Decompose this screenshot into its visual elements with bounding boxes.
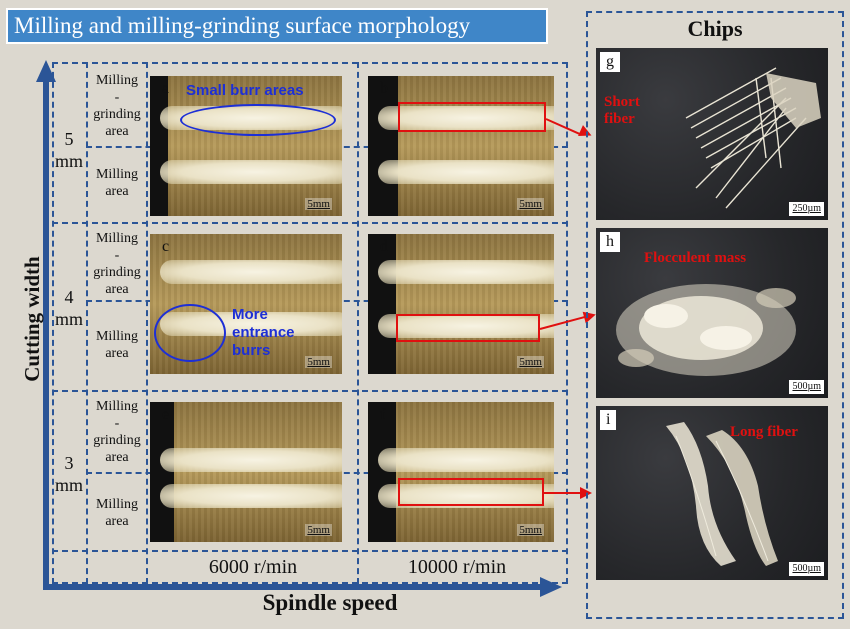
scale-bar-label: 5mm — [517, 356, 544, 368]
y-axis-line — [43, 80, 49, 590]
fiber-band — [160, 260, 342, 284]
grid-row-divider-3 — [52, 550, 568, 552]
micrograph-panel-b: b 5mm — [368, 76, 554, 216]
chip-panel-h: h Flocculent mass 500µm — [596, 228, 828, 398]
chip-label-long-fiber: Long fiber — [730, 424, 798, 440]
long-fiber-illustration — [666, 422, 778, 566]
scale-bar-label: 5mm — [517, 524, 544, 536]
scale-bar-label: 5mm — [517, 198, 544, 210]
fiber-band — [378, 106, 554, 130]
grid-row-divider-2 — [52, 390, 568, 392]
area-label-milling-grinding-r1: Milling - grinding area — [93, 73, 141, 139]
panel-letter: f — [380, 406, 386, 423]
grid-divider-speed-col — [357, 62, 359, 584]
highlight-rect-b — [398, 102, 546, 132]
entrance-burr-ellipse — [154, 304, 226, 362]
micrograph-panel-f: f 5mm — [368, 402, 554, 542]
fiber-band — [378, 160, 554, 184]
grid-frame — [52, 62, 568, 584]
panel-letter: e — [162, 406, 170, 423]
chip-label-flocculent-mass: Flocculent mass — [644, 250, 747, 266]
area-label-milling-r2: Milling area — [95, 329, 138, 361]
area-label-milling-r3: Milling area — [95, 497, 138, 529]
scale-bar-label: 5mm — [305, 356, 332, 368]
y-axis-label: Cutting width — [20, 256, 44, 382]
grid-row-divider-1 — [52, 222, 568, 224]
scale-bar-label: 5mm — [305, 524, 332, 536]
panel-letter: h — [600, 232, 620, 252]
chips-frame — [586, 11, 844, 619]
flocculent-mass-illustration — [616, 284, 796, 376]
micrograph-panel-d: d 5mm — [368, 234, 554, 374]
highlight-rect-f — [398, 478, 544, 506]
grid-divider-label-col — [86, 62, 88, 584]
fiber-band — [160, 484, 342, 508]
width-label-4mm: 4 mm — [54, 287, 83, 329]
small-burr-ellipse — [180, 104, 336, 136]
fiber-band — [378, 314, 554, 338]
speed-label-6000: 6000 r/min — [208, 556, 298, 578]
x-axis-label: Spindle speed — [262, 590, 398, 615]
fiber-band — [160, 448, 342, 472]
panel-letter: a — [162, 80, 170, 97]
fiber-band — [378, 448, 554, 472]
panel-letter: d — [380, 238, 388, 255]
x-axis-line — [43, 584, 543, 590]
entrance-burr-label: More entrance burrs — [232, 306, 295, 359]
highlight-rect-d — [396, 314, 540, 342]
fiber-band — [160, 160, 342, 184]
figure-title: Milling and milling-grinding surface mor… — [6, 8, 548, 44]
scale-bar-label: 500µm — [789, 380, 824, 394]
panel-letter: c — [162, 238, 170, 255]
grid-divider-area-col — [146, 62, 148, 584]
chip-label-short-fiber: Short fiber — [604, 94, 640, 127]
panel-letter: g — [600, 52, 620, 72]
chip-panel-i: i Long fiber 500µm — [596, 406, 828, 580]
area-label-milling-grinding-r2: Milling - grinding area — [93, 231, 141, 297]
scale-bar-label: 500µm — [789, 562, 824, 576]
y-axis-arrowhead — [36, 60, 56, 82]
width-label-5mm: 5 mm — [54, 129, 83, 171]
area-label-milling-grinding-r3: Milling - grinding area — [93, 399, 141, 465]
micrograph-panel-e: e 5mm — [150, 402, 342, 542]
chip-panel-g: g Short fiber 250µm — [596, 48, 828, 220]
connector-f-to-i — [544, 492, 582, 494]
width-label-3mm: 3 mm — [54, 453, 83, 495]
area-label-milling-r1: Milling area — [95, 167, 138, 199]
scale-bar-label: 5mm — [305, 198, 332, 210]
short-fiber-illustration — [685, 67, 821, 209]
panel-letter: i — [600, 410, 617, 430]
scale-bar-label: 250µm — [789, 202, 824, 216]
small-burr-label: Small burr areas — [186, 82, 304, 99]
speed-label-10000: 10000 r/min — [407, 556, 507, 578]
chips-title: Chips — [687, 16, 743, 41]
panel-letter: b — [380, 80, 388, 97]
fiber-band — [378, 260, 554, 284]
